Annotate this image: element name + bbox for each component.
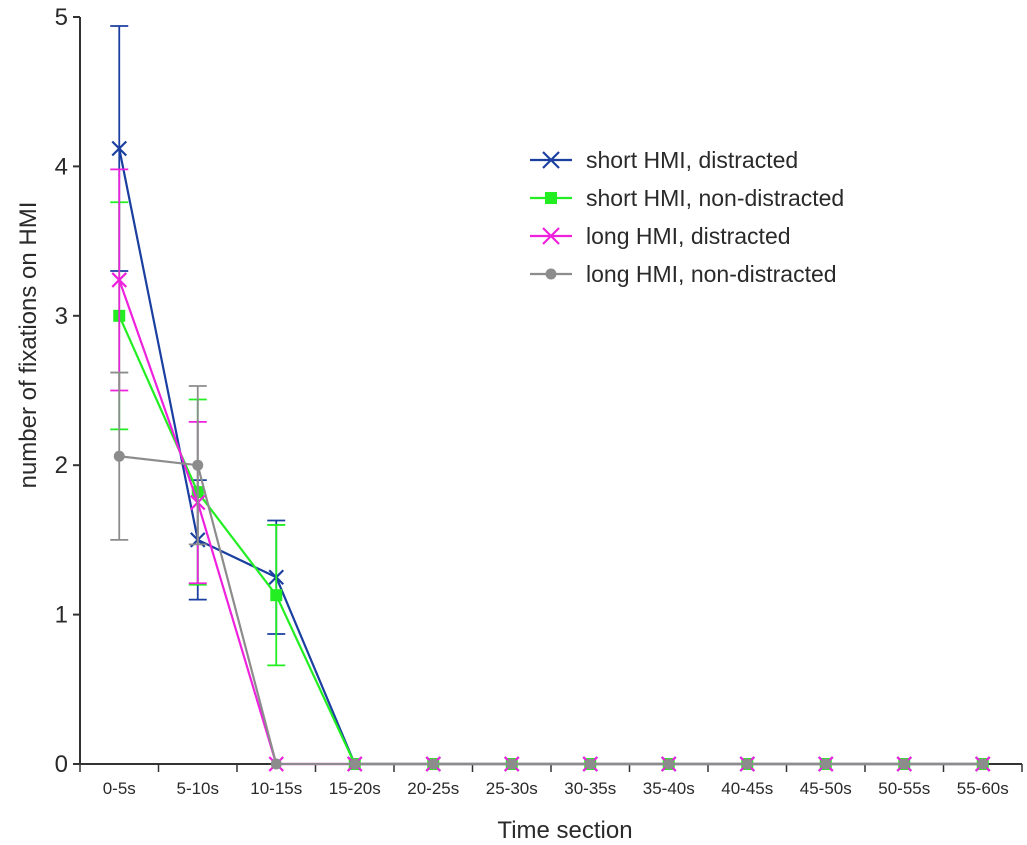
y-tick-label: 0 <box>55 751 68 778</box>
y-tick-label: 4 <box>55 153 68 180</box>
legend-marker <box>542 227 560 245</box>
y-axis: 0 1 2 3 4 5 <box>55 4 81 778</box>
data-point <box>741 758 753 770</box>
x-tick-label: 45-50s <box>800 779 852 798</box>
x-tick-label: 50-55s <box>878 779 930 798</box>
series-1 <box>110 201 989 770</box>
x-tick-label: 25-30s <box>486 779 538 798</box>
x-tick-label: 40-45s <box>721 779 773 798</box>
data-point <box>898 758 910 770</box>
data-point <box>113 450 125 462</box>
x-axis-title: Time section <box>497 817 632 844</box>
legend-marker <box>545 268 557 280</box>
series-line <box>119 455 983 766</box>
data-point <box>820 758 832 770</box>
legend-marker <box>545 192 557 204</box>
data-point <box>111 140 128 157</box>
legend-item: short HMI, distracted <box>530 147 798 173</box>
y-tick-label: 2 <box>55 452 68 479</box>
legend: short HMI, distracted short HMI, non-dist… <box>530 147 844 287</box>
data-point <box>111 272 128 288</box>
data-point <box>270 589 283 602</box>
x-tick-label: 30-35s <box>564 779 616 798</box>
series-3 <box>110 371 989 770</box>
marker-stroke <box>111 272 128 288</box>
x-axis: 0-5s 5-10s 10-15s 15-20s 20-25s 25-30s 30-35s 3… <box>79 763 1023 798</box>
x-tick-label: 15-20s <box>329 779 381 798</box>
legend-item: long HMI, distracted <box>530 223 791 249</box>
series-0 <box>110 25 991 772</box>
data-point <box>427 758 439 770</box>
legend-label: long HMI, non-distracted <box>586 261 837 287</box>
series-line <box>118 279 983 766</box>
y-tick-label: 3 <box>55 303 68 330</box>
x-tick-label: 5-10s <box>176 779 219 798</box>
data-point <box>584 758 596 770</box>
legend-label: long HMI, distracted <box>586 223 791 249</box>
x-tick-label: 35-40s <box>643 779 695 798</box>
data-point <box>192 459 204 471</box>
series-layer <box>110 25 991 772</box>
series-line <box>118 315 983 766</box>
x-tick-label: 10-15s <box>250 779 302 798</box>
data-point <box>270 758 282 770</box>
y-axis-title: number of fixations on HMI <box>15 202 42 489</box>
legend-item: short HMI, non-distracted <box>530 185 844 211</box>
series-2 <box>110 168 991 772</box>
legend-item: long HMI, non-distracted <box>530 261 837 287</box>
y-tick-label: 5 <box>55 4 68 31</box>
data-point <box>977 758 989 770</box>
y-tick-label: 1 <box>55 602 68 629</box>
data-point <box>506 758 518 770</box>
legend-marker <box>542 151 560 169</box>
marker-stroke <box>542 151 560 169</box>
legend-label: short HMI, non-distracted <box>586 185 844 211</box>
x-tick-label: 55-60s <box>957 779 1009 798</box>
legend-label: short HMI, distracted <box>586 147 798 173</box>
x-tick-label: 0-5s <box>103 779 136 798</box>
marker-stroke <box>542 227 560 245</box>
x-tick-label: 20-25s <box>407 779 459 798</box>
marker-stroke <box>111 140 128 157</box>
data-point <box>663 758 675 770</box>
data-point <box>349 758 361 770</box>
